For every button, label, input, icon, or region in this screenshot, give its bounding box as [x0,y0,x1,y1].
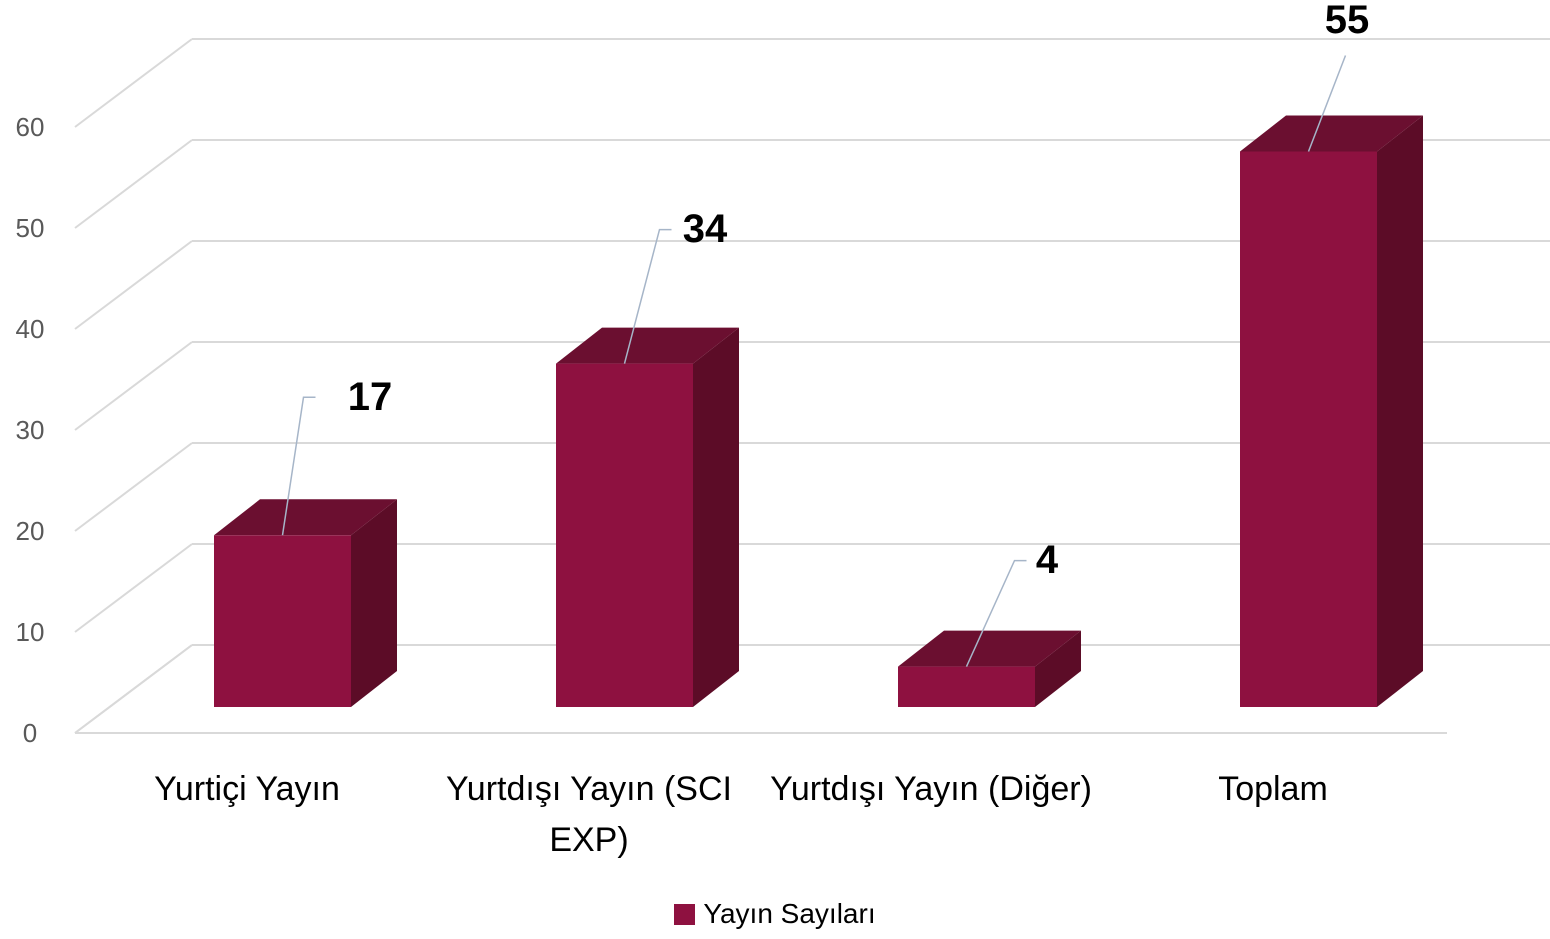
legend-swatch [674,904,696,925]
data-label: 34 [683,207,728,251]
bar-side [1035,630,1081,707]
x-tick-label: Toplam [1218,770,1328,808]
x-tick-label: Yurtiçi Yayın [154,770,340,808]
bar [556,363,693,707]
bar-top [1240,115,1423,152]
grid-line-side [74,644,193,734]
data-label: 17 [348,375,393,419]
data-label: 4 [1036,538,1059,582]
bar-side [351,499,397,707]
y-tick-label: 50 [16,213,45,243]
x-tick-label: Yurtdışı Yayın (SCI EXP) [446,770,732,859]
data-label: 55 [1325,0,1370,42]
bar [214,535,351,707]
y-tick-label: 60 [16,112,45,142]
leader-line [1307,55,1347,152]
bar-side [693,327,739,707]
bar-top [556,327,739,364]
y-tick-label: 0 [23,718,37,748]
y-tick-label: 30 [16,415,45,445]
grid-line-side [74,38,193,128]
y-tick-label: 40 [16,314,45,344]
x-tick-label: Yurtdışı Yayın (Diğer) [770,770,1092,808]
legend: Yayın Sayıları [0,898,1550,930]
grid-line-side [74,240,193,330]
y-tick-label: 20 [16,516,45,546]
grid-line-side [74,139,193,229]
bar-top [214,499,397,536]
bar [898,666,1035,707]
grid-line-side [74,341,193,431]
y-tick-label: 10 [16,617,45,647]
leader-line [965,559,1027,667]
bar-side [1377,115,1423,707]
bar-top [898,630,1081,667]
leader-line [623,228,672,364]
bar [1240,151,1377,707]
grid-line-side [74,442,193,532]
legend-label: Yayın Sayıları [703,898,876,929]
leader-line [281,396,316,536]
grid-line-side [74,543,193,633]
